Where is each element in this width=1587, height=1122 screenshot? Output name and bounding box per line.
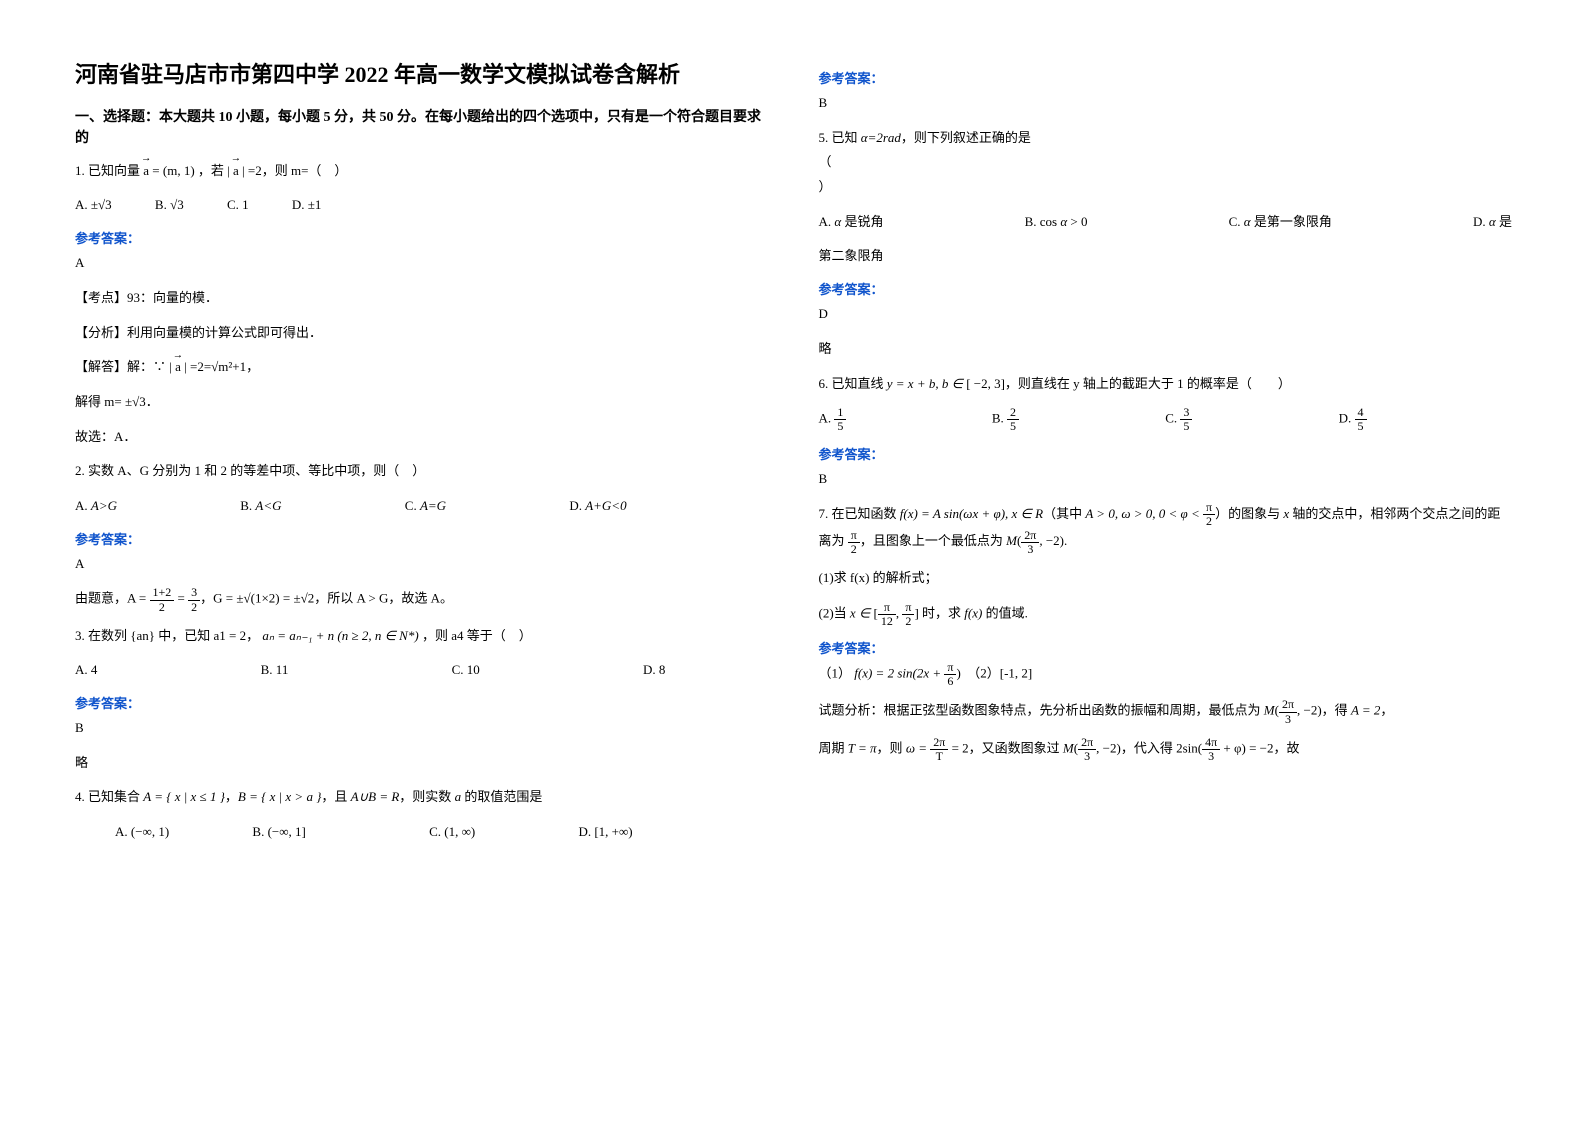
q7-answer-label: 参考答案： bbox=[819, 638, 1513, 657]
q3-answer-label: 参考答案： bbox=[75, 693, 769, 712]
q2-answer-label: 参考答案： bbox=[75, 529, 769, 548]
section-1-heading: 一、选择题：本大题共 10 小题，每小题 5 分，共 50 分。在每小题给出的四… bbox=[75, 107, 769, 149]
q5-note: 略 bbox=[819, 337, 1513, 362]
q2-opt-a: A. A>G bbox=[75, 494, 117, 519]
q5-paren-open: （ bbox=[819, 150, 832, 175]
right-column: 参考答案： B 5. 已知 α=2rad，则下列叙述正确的是 （ ） A. α … bbox=[794, 60, 1538, 1082]
q1-analysis: 【分析】利用向量模的计算公式即可得出． bbox=[75, 321, 769, 346]
q1-opt-c: C. 1 bbox=[227, 193, 249, 218]
q6-answer-letter: B bbox=[819, 467, 1513, 492]
q2-stem: 2. 实数 A、G 分别为 1 和 2 的等差中项、等比中项，则（ ） bbox=[75, 463, 425, 478]
q3-answer-letter: B bbox=[75, 716, 769, 741]
q7-stem1: 7. 在已知函数 f(x) = A sin(ωx + φ), x ∈ R（其中 … bbox=[819, 506, 1501, 548]
q2-answer-letter: A bbox=[75, 552, 769, 577]
q3-formula: aₙ = aₙ₋₁ + n (n ≥ 2, n ∈ N*) bbox=[262, 628, 418, 643]
q1-opt-b: B. √3 bbox=[155, 193, 184, 218]
q2-opt-c: C. A=G bbox=[405, 494, 446, 519]
q5-paren-close: ） bbox=[819, 175, 1513, 200]
question-2: 2. 实数 A、G 分别为 1 和 2 的等差中项、等比中项，则（ ） bbox=[75, 459, 769, 484]
q1-answer-label: 参考答案： bbox=[75, 228, 769, 247]
q6-opt-a: A. 15 bbox=[819, 406, 992, 433]
exam-title: 河南省驻马店市市第四中学 2022 年高一数学文模拟试卷含解析 bbox=[75, 60, 769, 91]
q1-solve2: 解得 m= ±√3． bbox=[75, 390, 769, 415]
q7-sub1: (1)求 f(x) 的解析式； bbox=[819, 566, 1513, 591]
question-7: 7. 在已知函数 f(x) = A sin(ωx + φ), x ∈ R（其中 … bbox=[819, 501, 1513, 556]
q4-opt-b: B. (−∞, 1] bbox=[252, 820, 305, 845]
q1-stem: 1. 已知向量 a = (m, 1) ，若 | a | =2，则 m=（ ） bbox=[75, 163, 347, 178]
q6-opt-b: B. 25 bbox=[992, 406, 1165, 433]
q5-opt-a: A. α 是锐角 bbox=[819, 210, 884, 235]
q1-point: 【考点】93：向量的模． bbox=[75, 286, 769, 311]
question-1: 1. 已知向量 a = (m, 1) ，若 | a | =2，则 m=（ ） bbox=[75, 159, 769, 184]
q5-options: A. α 是锐角 B. cos α > 0 C. α 是第一象限角 D. α 是 bbox=[819, 210, 1513, 235]
q4-answer-letter: B bbox=[819, 91, 1513, 116]
q3-opt-a: A. 4 bbox=[75, 658, 97, 683]
q5-opt-b: B. cos α > 0 bbox=[1025, 210, 1088, 235]
q3-stem-post: ，则 a4 等于（ ） bbox=[422, 628, 532, 643]
q6-options: A. 15 B. 25 C. 35 D. 45 bbox=[819, 406, 1513, 433]
q7-explain1: 试题分析：根据正弦型函数图象特点，先分析出函数的振幅和周期，最低点为 M(2π3… bbox=[819, 698, 1513, 725]
q3-options: A. 4 B. 11 C. 10 D. 8 bbox=[75, 658, 769, 683]
q7-sub2: (2)当 x ∈ [π12, π2] 时，求 f(x) 的值域. bbox=[819, 601, 1513, 628]
q3-opt-d: D. 8 bbox=[643, 658, 665, 683]
q1-solve3: 故选：A． bbox=[75, 425, 769, 450]
q6-opt-d: D. 45 bbox=[1339, 406, 1512, 433]
q4-opt-a: A. (−∞, 1) bbox=[115, 820, 169, 845]
q5-stem: 5. 已知 α=2rad，则下列叙述正确的是 bbox=[819, 130, 1031, 145]
q5-opt-c: C. α 是第一象限角 bbox=[1229, 210, 1332, 235]
q5-answer-label: 参考答案： bbox=[819, 279, 1513, 298]
q3-opt-c: C. 10 bbox=[452, 658, 480, 683]
q6-answer-label: 参考答案： bbox=[819, 444, 1513, 463]
q2-opt-b: B. A<G bbox=[240, 494, 281, 519]
q3-note: 略 bbox=[75, 751, 769, 776]
q1-answer-letter: A bbox=[75, 251, 769, 276]
question-4: 4. 已知集合 A = { x | x ≤ 1 }，B = { x | x > … bbox=[75, 785, 769, 810]
q7-explain2: 周期 T = π，则 ω = 2πT = 2，又函数图象过 M(2π3, −2)… bbox=[819, 736, 1513, 763]
q3-stem-pre: 3. 在数列 {an} 中，已知 a1 = 2， bbox=[75, 628, 259, 643]
q5-opt-d-cont: 第二象限角 bbox=[819, 244, 1513, 269]
q4-stem: 4. 已知集合 A = { x | x ≤ 1 }，B = { x | x > … bbox=[75, 789, 542, 804]
q1-options: A. ±√3 B. √3 C. 1 D. ±1 bbox=[75, 193, 769, 218]
q4-opt-d: D. [1, +∞) bbox=[578, 820, 632, 845]
question-3: 3. 在数列 {an} 中，已知 a1 = 2， aₙ = aₙ₋₁ + n (… bbox=[75, 624, 769, 649]
q6-opt-c: C. 35 bbox=[1165, 406, 1338, 433]
q3-opt-b: B. 11 bbox=[261, 658, 289, 683]
q1-opt-a: A. ±√3 bbox=[75, 193, 112, 218]
q2-opt-d: D. A+G<0 bbox=[569, 494, 626, 519]
q1-opt-d: D. ±1 bbox=[292, 193, 322, 218]
q2-options: A. A>G B. A<G C. A=G D. A+G<0 bbox=[75, 494, 769, 519]
q6-stem: 6. 已知直线 y = x + b, b ∈ [ −2, 3]，则直线在 y 轴… bbox=[819, 376, 1291, 391]
q2-explain: 由题意，A = 1+22 = 32，G = ±√(1×2) = ±√2，所以 A… bbox=[75, 586, 769, 613]
q4-opt-c: C. (1, ∞) bbox=[429, 820, 475, 845]
left-column: 河南省驻马店市市第四中学 2022 年高一数学文模拟试卷含解析 一、选择题：本大… bbox=[50, 60, 794, 1082]
q7-ans1: （1） f(x) = 2 sin(2x + π6) （2）[-1, 2] bbox=[819, 661, 1513, 688]
q5-answer-letter: D bbox=[819, 302, 1513, 327]
q4-answer-label: 参考答案： bbox=[819, 68, 1513, 87]
q4-options: A. (−∞, 1) B. (−∞, 1] C. (1, ∞) D. [1, +… bbox=[115, 820, 769, 845]
question-5: 5. 已知 α=2rad，则下列叙述正确的是 （ ） bbox=[819, 126, 1513, 200]
question-6: 6. 已知直线 y = x + b, b ∈ [ −2, 3]，则直线在 y 轴… bbox=[819, 372, 1513, 397]
q1-solve: 【解答】解：∵ | a | =2=m²+1， bbox=[75, 355, 769, 380]
q5-opt-d: D. α 是 bbox=[1473, 210, 1512, 235]
